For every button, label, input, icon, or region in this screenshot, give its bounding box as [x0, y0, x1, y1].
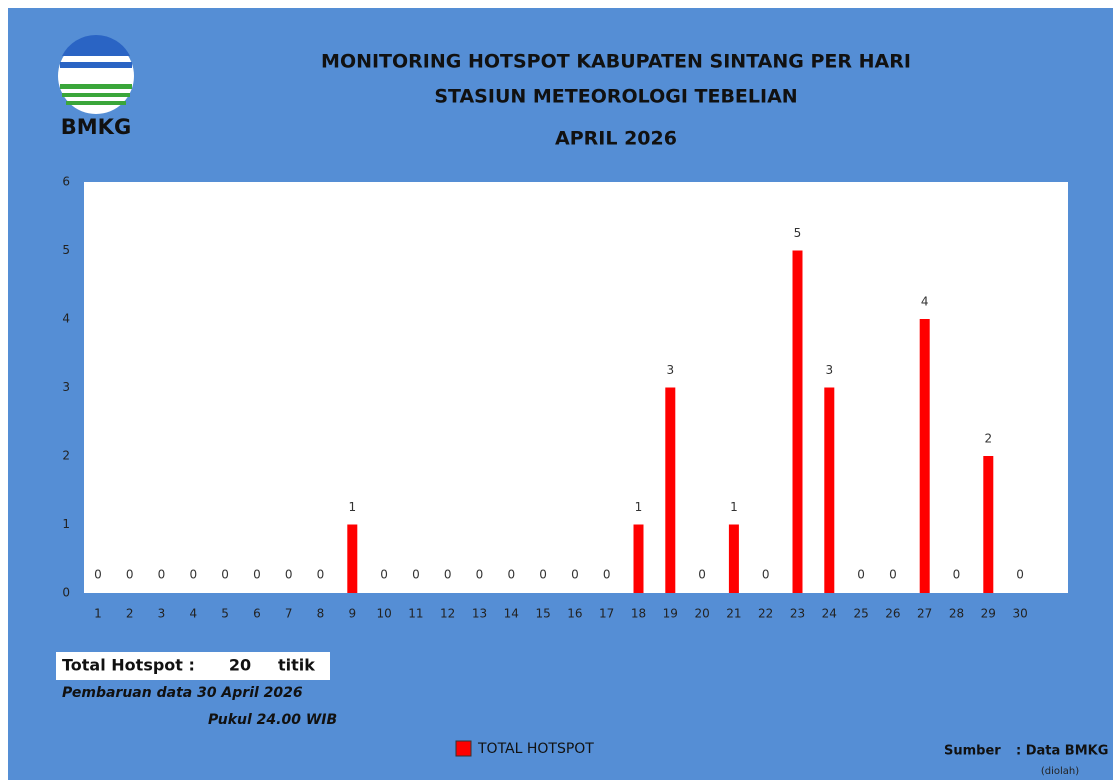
- source-note: (diolah): [1041, 766, 1079, 777]
- logo-text: BMKG: [61, 115, 131, 139]
- data-label: 3: [825, 363, 833, 377]
- total-unit: titik: [278, 656, 315, 675]
- data-label: 0: [698, 568, 706, 582]
- x-tick-label: 19: [663, 607, 678, 621]
- x-tick-label: 5: [221, 607, 229, 621]
- x-tick-label: 11: [408, 607, 423, 621]
- data-label: 0: [444, 568, 452, 582]
- x-tick-label: 29: [981, 607, 996, 621]
- y-tick-label: 6: [62, 175, 70, 189]
- x-tick-label: 23: [790, 607, 805, 621]
- x-tick-label: 17: [599, 607, 614, 621]
- bar: [633, 524, 644, 593]
- x-tick-label: 18: [631, 607, 646, 621]
- x-tick-label: 13: [472, 607, 487, 621]
- data-label: 0: [953, 568, 961, 582]
- bar: [983, 456, 994, 593]
- data-label: 0: [189, 568, 197, 582]
- data-label: 0: [285, 568, 293, 582]
- x-tick-label: 10: [376, 607, 391, 621]
- bar: [792, 250, 803, 593]
- y-tick-label: 0: [62, 586, 70, 600]
- data-label: 0: [412, 568, 420, 582]
- chart-title: APRIL 2026: [555, 128, 677, 150]
- data-label: 1: [348, 500, 356, 514]
- note: Pembaruan data 30 April 2026: [62, 685, 303, 701]
- x-tick-label: 3: [158, 607, 166, 621]
- data-label: 0: [603, 568, 611, 582]
- x-tick-label: 20: [694, 607, 709, 621]
- bar: [347, 524, 358, 593]
- total-label: Total Hotspot :: [62, 656, 195, 675]
- x-tick-label: 25: [853, 607, 868, 621]
- chart-title: STASIUN METEOROLOGI TEBELIAN: [434, 86, 797, 108]
- data-label: 0: [539, 568, 547, 582]
- data-label: 4: [921, 295, 929, 309]
- logo: [58, 34, 134, 114]
- x-tick-label: 9: [348, 607, 356, 621]
- data-label: 0: [221, 568, 229, 582]
- bar: [824, 387, 835, 593]
- x-tick-label: 15: [535, 607, 550, 621]
- bar: [665, 387, 676, 593]
- x-tick-label: 7: [285, 607, 293, 621]
- data-label: 2: [984, 432, 992, 446]
- source-label: Sumber: [944, 744, 1001, 759]
- data-label: 0: [158, 568, 166, 582]
- y-tick-label: 4: [62, 312, 70, 326]
- x-tick-label: 4: [189, 607, 197, 621]
- total-value: 20: [229, 656, 251, 675]
- y-tick-label: 3: [62, 380, 70, 394]
- x-tick-label: 22: [758, 607, 773, 621]
- x-tick-label: 12: [440, 607, 455, 621]
- data-label: 0: [1016, 568, 1024, 582]
- data-label: 1: [635, 500, 643, 514]
- chart-title: MONITORING HOTSPOT KABUPATEN SINTANG PER…: [321, 51, 911, 73]
- data-label: 0: [889, 568, 897, 582]
- data-label: 0: [507, 568, 515, 582]
- y-tick-label: 5: [62, 243, 70, 257]
- legend-label: TOTAL HOTSPOT: [477, 741, 594, 757]
- x-tick-label: 2: [126, 607, 134, 621]
- y-tick-label: 1: [62, 517, 70, 531]
- plot-area: [84, 182, 1068, 593]
- data-label: 0: [94, 568, 102, 582]
- data-label: 0: [317, 568, 325, 582]
- note: Pukul 24.00 WIB: [208, 712, 337, 728]
- data-label: 1: [730, 500, 738, 514]
- y-tick-label: 2: [62, 449, 70, 463]
- x-tick-label: 28: [949, 607, 964, 621]
- source-value: : Data BMKG: [1016, 744, 1108, 759]
- data-label: 5: [794, 226, 802, 240]
- x-tick-label: 30: [1012, 607, 1027, 621]
- x-tick-label: 14: [504, 607, 519, 621]
- x-tick-label: 21: [726, 607, 741, 621]
- x-tick-label: 8: [317, 607, 325, 621]
- data-label: 0: [253, 568, 261, 582]
- x-tick-label: 27: [917, 607, 932, 621]
- x-tick-label: 16: [567, 607, 582, 621]
- data-label: 0: [762, 568, 770, 582]
- bar: [919, 319, 930, 593]
- data-label: 0: [571, 568, 579, 582]
- x-tick-label: 6: [253, 607, 261, 621]
- x-tick-label: 1: [94, 607, 102, 621]
- x-tick-label: 26: [885, 607, 900, 621]
- legend-swatch: [455, 740, 472, 757]
- data-label: 0: [857, 568, 865, 582]
- data-label: 0: [380, 568, 388, 582]
- data-label: 3: [666, 363, 674, 377]
- total-box: [56, 652, 330, 680]
- data-label: 0: [476, 568, 484, 582]
- data-label: 0: [126, 568, 134, 582]
- bar: [728, 524, 739, 593]
- x-tick-label: 24: [822, 607, 837, 621]
